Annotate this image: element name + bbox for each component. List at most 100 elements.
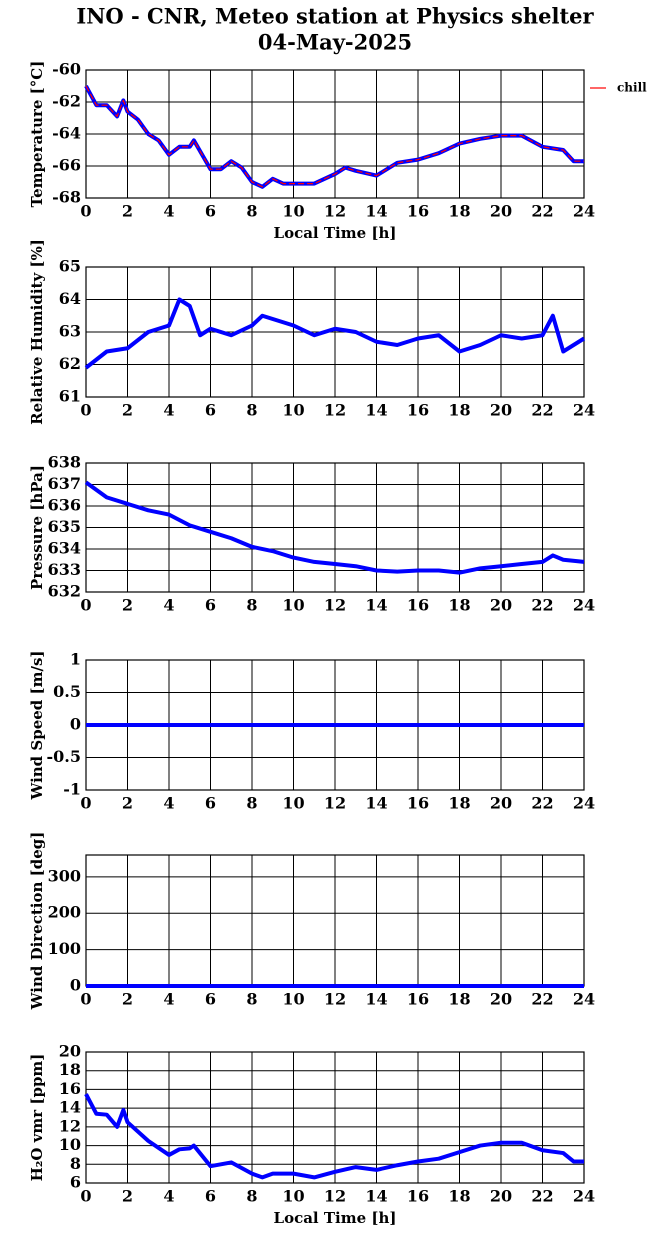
- y-tick-label: 18: [59, 1060, 81, 1079]
- x-tick-label: 8: [246, 1187, 257, 1206]
- y-tick-label: -62: [52, 92, 81, 111]
- plot-frame: [85, 462, 585, 593]
- x-tick-label: 4: [163, 401, 174, 420]
- x-tick-label: 10: [282, 794, 304, 813]
- y-tick-label: 100: [48, 939, 81, 958]
- x-tick-label: 22: [531, 1187, 553, 1206]
- y-tick-label: -0.5: [47, 747, 81, 766]
- chart-title: INO - CNR, Meteo station at Physics shel…: [76, 4, 594, 29]
- x-tick-label: 12: [324, 596, 346, 615]
- x-tick-label: 12: [324, 990, 346, 1009]
- y-tick-label: 12: [59, 1116, 81, 1135]
- x-tick-label: 0: [80, 794, 91, 813]
- x-tick-label: 24: [573, 1187, 595, 1206]
- x-tick-label: 22: [531, 401, 553, 420]
- y-tick-label: 636: [48, 496, 81, 515]
- x-tick-label: 6: [205, 401, 216, 420]
- x-tick-label: 6: [205, 794, 216, 813]
- x-tick-label: 18: [448, 1187, 470, 1206]
- y-tick-label: -1: [63, 780, 81, 799]
- y-axis-label: Wind Direction [deg]: [28, 832, 46, 1011]
- y-tick-label: 0.5: [53, 682, 81, 701]
- x-tick-label: 10: [282, 1187, 304, 1206]
- x-tick-label: 22: [531, 202, 553, 221]
- chart-subtitle: 04-May-2025: [258, 30, 412, 55]
- y-tick-label: 637: [48, 474, 81, 493]
- y-tick-label: 200: [48, 903, 81, 922]
- x-tick-label: 14: [365, 401, 387, 420]
- x-tick-label: 16: [407, 990, 429, 1009]
- x-tick-label: 14: [365, 990, 387, 1009]
- x-tick-label: 0: [80, 202, 91, 221]
- x-tick-label: 12: [324, 401, 346, 420]
- x-tick-label: 22: [531, 596, 553, 615]
- x-tick-label: 20: [490, 794, 512, 813]
- x-tick-label: 0: [80, 1187, 91, 1206]
- x-tick-label: 14: [365, 1187, 387, 1206]
- y-axis-label: Temperature [°C]: [28, 61, 46, 208]
- y-tick-label: 638: [48, 453, 81, 472]
- y-tick-label: 633: [48, 560, 81, 579]
- x-tick-label: 14: [365, 596, 387, 615]
- x-tick-label: 4: [163, 202, 174, 221]
- x-tick-label: 8: [246, 794, 257, 813]
- plot-frame: [85, 1051, 585, 1184]
- x-axis-label: Local Time [h]: [274, 1209, 397, 1227]
- x-tick-label: 18: [448, 990, 470, 1009]
- y-tick-label: 16: [59, 1079, 81, 1098]
- x-tick-label: 2: [122, 202, 133, 221]
- x-tick-label: 2: [122, 596, 133, 615]
- x-tick-label: 24: [573, 990, 595, 1009]
- x-tick-label: 6: [205, 1187, 216, 1206]
- data-line: [84, 480, 585, 575]
- y-tick-label: 634: [48, 539, 81, 558]
- x-tick-label: 24: [573, 596, 595, 615]
- x-tick-label: 18: [448, 596, 470, 615]
- x-tick-label: 14: [365, 202, 387, 221]
- x-tick-label: 18: [448, 794, 470, 813]
- x-tick-label: 10: [282, 596, 304, 615]
- y-tick-label: 14: [59, 1098, 81, 1117]
- x-tick-label: 24: [573, 401, 595, 420]
- x-tick-label: 22: [531, 794, 553, 813]
- x-tick-label: 16: [407, 401, 429, 420]
- x-tick-label: 18: [448, 202, 470, 221]
- x-tick-label: 14: [365, 794, 387, 813]
- y-tick-label: 63: [59, 322, 81, 341]
- x-tick-label: 8: [246, 596, 257, 615]
- x-tick-label: 2: [122, 990, 133, 1009]
- x-tick-label: 6: [205, 202, 216, 221]
- x-tick-label: 20: [490, 1187, 512, 1206]
- plot-frame: [85, 69, 585, 199]
- x-tick-label: 6: [205, 990, 216, 1009]
- data-line: [84, 1093, 584, 1180]
- x-axis-label: Local Time [h]: [274, 224, 397, 242]
- x-tick-label: 2: [122, 794, 133, 813]
- x-tick-label: 24: [573, 794, 595, 813]
- y-tick-label: 635: [48, 517, 81, 536]
- y-tick-label: 64: [59, 289, 81, 308]
- x-tick-label: 20: [490, 401, 512, 420]
- x-tick-label: 0: [80, 596, 91, 615]
- x-tick-label: 18: [448, 401, 470, 420]
- y-tick-label: 10: [59, 1135, 81, 1154]
- x-tick-label: 20: [490, 202, 512, 221]
- y-tick-label: 632: [48, 582, 81, 601]
- x-tick-label: 16: [407, 794, 429, 813]
- y-tick-label: 61: [59, 387, 81, 406]
- x-tick-label: 16: [407, 202, 429, 221]
- y-axis-label: Wind Speed [m/s]: [28, 650, 46, 800]
- x-tick-label: 24: [573, 202, 595, 221]
- x-tick-label: 16: [407, 596, 429, 615]
- y-tick-label: 65: [59, 257, 81, 276]
- y-tick-label: -68: [52, 188, 81, 207]
- x-tick-label: 4: [163, 596, 174, 615]
- y-tick-label: 20: [59, 1042, 81, 1061]
- plot-frame: [85, 266, 585, 398]
- x-tick-label: 16: [407, 1187, 429, 1206]
- data-line: [84, 297, 586, 370]
- y-tick-label: -66: [52, 156, 81, 175]
- x-tick-label: 10: [282, 990, 304, 1009]
- x-tick-label: 0: [80, 990, 91, 1009]
